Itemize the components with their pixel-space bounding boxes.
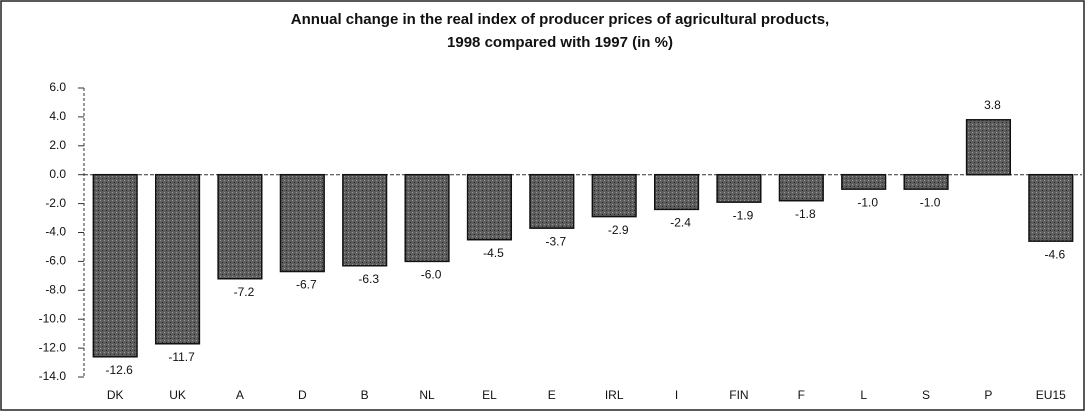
data-label: -3.7 bbox=[545, 234, 566, 248]
y-tick-label: -2.0 bbox=[45, 196, 66, 210]
data-label: -7.2 bbox=[234, 285, 255, 299]
x-tick-label: L bbox=[860, 388, 867, 402]
bar bbox=[529, 173, 575, 229]
x-tick-label: S bbox=[922, 388, 930, 402]
data-label: -12.6 bbox=[106, 363, 134, 377]
bar bbox=[217, 173, 263, 280]
data-label: -6.0 bbox=[421, 268, 442, 282]
y-tick-label: 6.0 bbox=[49, 80, 66, 94]
data-label: -6.7 bbox=[296, 278, 317, 292]
x-tick-label: B bbox=[361, 388, 369, 402]
x-tick-label: IRL bbox=[605, 388, 624, 402]
data-label: -1.8 bbox=[795, 207, 816, 221]
bar bbox=[279, 173, 325, 273]
bar bbox=[653, 173, 700, 211]
bar bbox=[1028, 173, 1074, 242]
bar bbox=[716, 173, 762, 203]
data-label: -1.0 bbox=[920, 195, 941, 209]
chart-title: Annual change in the real index of produ… bbox=[291, 11, 829, 28]
data-label: -2.9 bbox=[608, 223, 629, 237]
data-label: -6.3 bbox=[358, 272, 379, 286]
y-tick-label: -8.0 bbox=[45, 282, 66, 296]
x-tick-label: P bbox=[984, 388, 992, 402]
y-tick-label: 4.0 bbox=[49, 109, 66, 123]
x-tick-label: D bbox=[298, 388, 307, 402]
data-label: -1.9 bbox=[733, 208, 754, 222]
bar bbox=[965, 119, 1012, 176]
bar bbox=[903, 173, 949, 190]
data-label: -4.5 bbox=[483, 246, 504, 260]
x-tick-label: F bbox=[798, 388, 805, 402]
bar bbox=[404, 173, 450, 263]
chart-title: 1998 compared with 1997 (in %) bbox=[447, 34, 673, 51]
y-tick-label: 2.0 bbox=[49, 138, 66, 152]
x-tick-label: DK bbox=[107, 388, 124, 402]
data-label: -4.6 bbox=[1044, 247, 1065, 261]
bar bbox=[342, 173, 388, 267]
y-tick-label: -4.0 bbox=[45, 225, 66, 239]
bar bbox=[778, 173, 824, 202]
x-tick-label: EL bbox=[482, 388, 497, 402]
data-label: -1.0 bbox=[857, 195, 878, 209]
x-tick-label: UK bbox=[169, 388, 186, 402]
x-tick-label: E bbox=[548, 388, 556, 402]
y-tick-label: -14.0 bbox=[39, 369, 67, 383]
x-tick-label: I bbox=[675, 388, 678, 402]
data-label: -2.4 bbox=[670, 216, 691, 230]
y-tick-label: 0.0 bbox=[49, 167, 66, 181]
y-tick-label: -10.0 bbox=[39, 311, 67, 325]
x-tick-label: EU15 bbox=[1036, 388, 1066, 402]
bar bbox=[841, 173, 887, 190]
data-label: 3.8 bbox=[984, 98, 1001, 112]
bar bbox=[466, 173, 513, 241]
bar bbox=[92, 173, 138, 358]
x-tick-label: A bbox=[236, 388, 244, 402]
x-tick-label: FIN bbox=[729, 388, 748, 402]
x-tick-label: NL bbox=[419, 388, 435, 402]
bar bbox=[154, 173, 201, 345]
y-tick-label: -12.0 bbox=[39, 340, 67, 354]
y-tick-label: -6.0 bbox=[45, 254, 66, 268]
data-label: -11.7 bbox=[168, 350, 195, 364]
bar bbox=[591, 173, 637, 218]
